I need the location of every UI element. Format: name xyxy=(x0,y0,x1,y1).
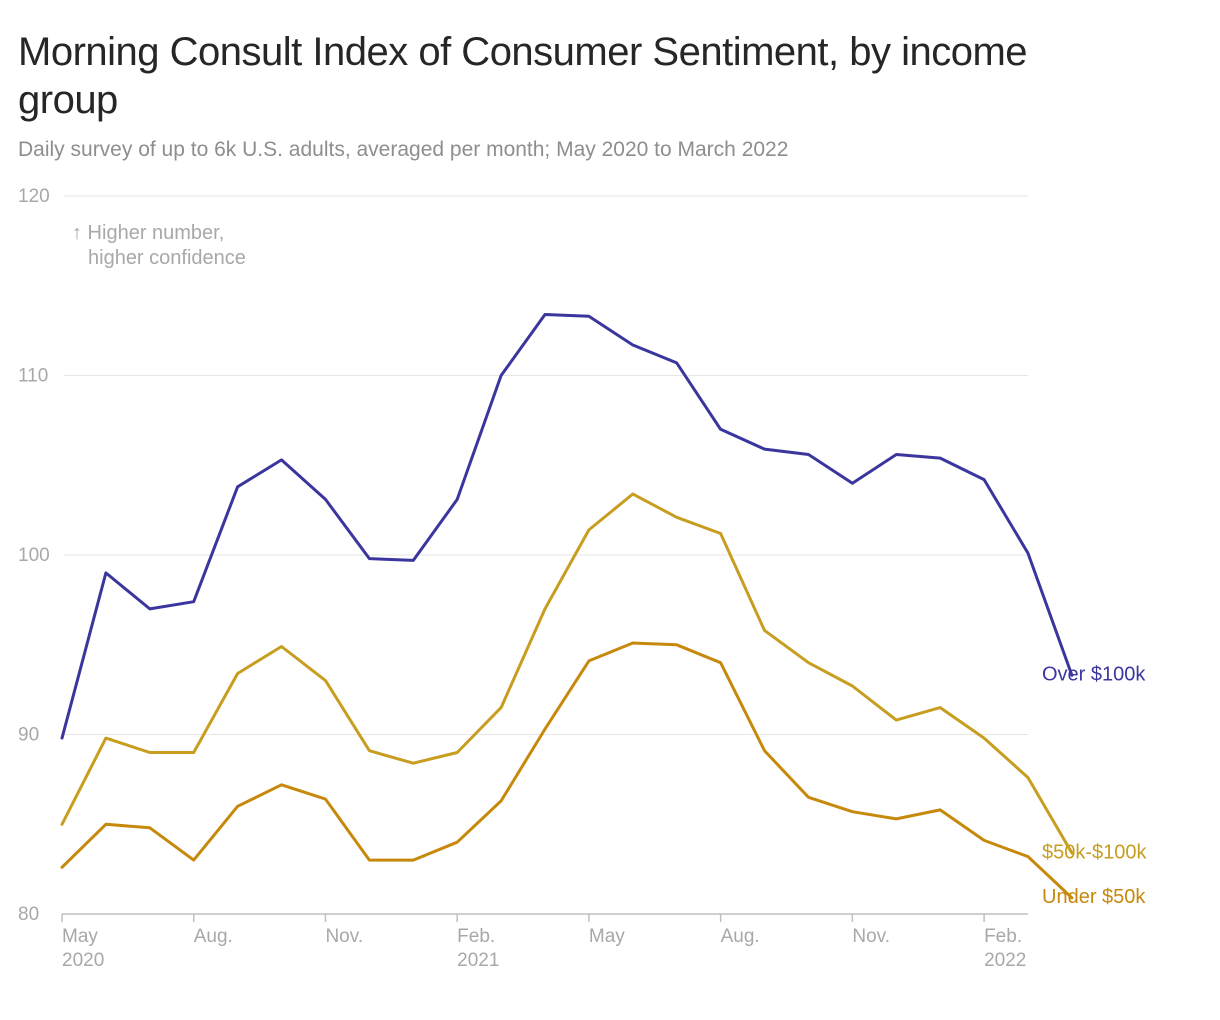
x-tick-year: 2022 xyxy=(984,950,1026,971)
chart-annotation: ↑ Higher number, xyxy=(72,222,224,244)
x-tick-label: Nov. xyxy=(325,926,363,947)
series-under50k xyxy=(62,643,1072,898)
series-over100k xyxy=(62,315,1072,739)
chart-subtitle: Daily survey of up to 6k U.S. adults, av… xyxy=(18,138,1202,162)
series-label-under50k: Under $50k xyxy=(1042,886,1146,908)
x-tick-label: May xyxy=(62,926,98,947)
y-tick-label: 110 xyxy=(18,366,48,387)
x-tick-label: Feb. xyxy=(984,926,1022,947)
x-tick-label: Nov. xyxy=(852,926,890,947)
x-tick-year: 2021 xyxy=(457,950,499,971)
series-label-over100k: Over $100k xyxy=(1042,664,1146,686)
y-tick-label: 80 xyxy=(18,904,39,925)
chart-container: 80 90 100 110 120 May 2020 Aug. Nov. Feb. 2021 May A… xyxy=(18,186,1202,986)
y-tick-label: 90 xyxy=(18,725,39,746)
x-tick-label: May xyxy=(589,926,625,947)
y-tick-label: 120 xyxy=(18,186,50,207)
x-tick-label: Aug. xyxy=(194,926,233,947)
chart-title: Morning Consult Index of Consumer Sentim… xyxy=(18,28,1118,124)
series-label-mid: $50k-$100k xyxy=(1042,841,1148,863)
chart-annotation: higher confidence xyxy=(88,247,246,269)
x-tick-year: 2020 xyxy=(62,950,104,971)
x-tick-label: Feb. xyxy=(457,926,495,947)
x-tick-label: Aug. xyxy=(721,926,760,947)
line-chart: 80 90 100 110 120 May 2020 Aug. Nov. Feb. 2021 May A… xyxy=(18,186,1202,986)
y-tick-label: 100 xyxy=(18,545,50,566)
chart-page: Morning Consult Index of Consumer Sentim… xyxy=(0,0,1220,1020)
